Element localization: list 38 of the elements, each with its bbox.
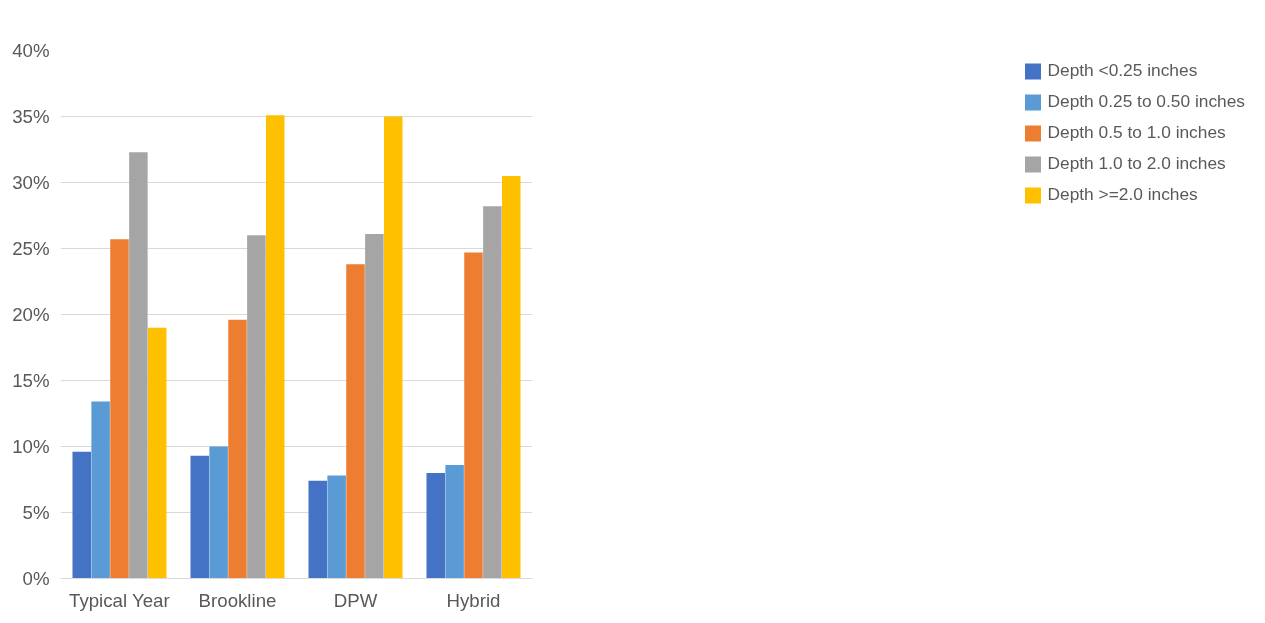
- bar: [209, 446, 228, 579]
- legend-label: Depth 0.5 to 1.0 inches: [1047, 122, 1226, 143]
- x-tick-label: Brookline: [198, 589, 277, 611]
- bar: [464, 252, 483, 579]
- bar: [502, 175, 521, 579]
- y-tick-label: 5%: [22, 502, 50, 523]
- y-tick-label: 25%: [12, 238, 50, 259]
- bar: [72, 451, 91, 579]
- y-tick-label: 15%: [12, 370, 50, 391]
- y-tick-label: 0%: [22, 568, 50, 589]
- legend-label: Depth 1.0 to 2.0 inches: [1047, 153, 1226, 174]
- x-tick-label: Typical Year: [69, 589, 170, 611]
- bar: [346, 264, 365, 579]
- y-tick-label: 40%: [12, 40, 50, 61]
- bar: [384, 116, 403, 579]
- bar: [327, 475, 346, 579]
- x-tick-label: Hybrid: [446, 589, 501, 611]
- x-tick-label: DPW: [333, 589, 378, 611]
- legend-label: Depth <0.25 inches: [1047, 60, 1198, 81]
- legend-label: Depth 0.25 to 0.50 inches: [1047, 91, 1245, 112]
- y-tick-label: 20%: [12, 304, 50, 325]
- bar: [308, 480, 327, 579]
- y-tick-label: 10%: [12, 436, 50, 457]
- bar: [483, 206, 502, 579]
- bar: [247, 235, 266, 579]
- bar: [129, 152, 148, 579]
- y-tick-label: 35%: [12, 106, 50, 127]
- bar: [190, 455, 209, 579]
- legend-label: Depth >=2.0 inches: [1047, 184, 1198, 205]
- y-tick-label: 30%: [12, 172, 50, 193]
- bar: [148, 327, 167, 579]
- bar: [228, 319, 247, 579]
- bar: [365, 233, 384, 579]
- bar: [110, 239, 129, 579]
- bar: [426, 472, 445, 579]
- bar: [91, 401, 110, 579]
- bar: [445, 464, 464, 579]
- bar: [266, 115, 285, 579]
